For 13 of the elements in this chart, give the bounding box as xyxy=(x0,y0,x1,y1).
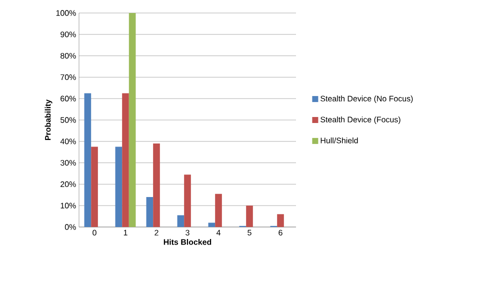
bar xyxy=(215,194,222,227)
bar xyxy=(146,197,154,227)
bar xyxy=(208,222,216,227)
bar xyxy=(84,93,92,227)
bar xyxy=(153,144,160,227)
bar xyxy=(91,146,98,227)
bar xyxy=(122,93,129,227)
bar xyxy=(246,206,253,227)
bar xyxy=(177,215,184,227)
bar xyxy=(184,174,191,227)
bar xyxy=(277,214,284,227)
bar xyxy=(128,12,136,227)
bar xyxy=(115,146,122,227)
